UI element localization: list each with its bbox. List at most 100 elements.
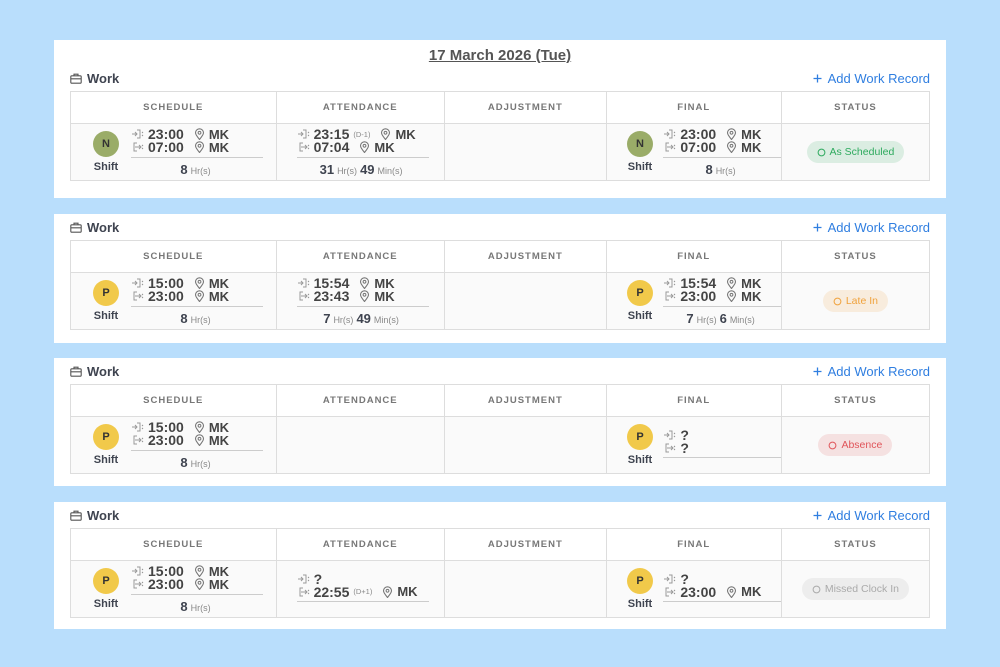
time-line: 23:00 MK [131, 576, 263, 592]
add-work-record[interactable]: Add Work Record [813, 71, 930, 86]
time-line: 23:00 MK [131, 126, 263, 142]
times: 23:15 (D-1) MK 07:04 MK 31 Hr(s) 49 Min(s) [296, 126, 429, 177]
table-cell: Absence [780, 416, 931, 474]
add-work-record[interactable]: Add Work Record [813, 220, 930, 235]
panel-header: Work Add Work Record [70, 358, 930, 384]
time-line: 23:00 MK [131, 432, 263, 448]
separator [296, 156, 429, 158]
shift-cell: N Shift 23:00 MK 07:00 MK 8 Hr(s) [71, 126, 276, 177]
column-header: STATUS [780, 384, 931, 417]
clock-icon [665, 587, 676, 596]
time: 23:00 [680, 583, 717, 600]
clock-icon [133, 435, 144, 445]
briefcase-icon [70, 510, 82, 521]
location: MK [208, 576, 230, 592]
time-line: 23:15 (D-1) MK [297, 126, 429, 142]
location: MK [741, 139, 762, 155]
shift-cell: 15:54 MK 23:43 MK 7 Hr(s) 49 Min(s) [277, 275, 444, 326]
table-cell: N Shift 23:00 MK 07:00 MK 8 Hr(s) [70, 123, 277, 181]
shift-badge: P [93, 424, 119, 450]
times: 15:00 MK 23:00 MK 8 Hr(s) [131, 419, 263, 470]
shift-label: Shift [627, 598, 653, 610]
status-icon [812, 585, 821, 593]
shift-badge: P [626, 280, 653, 306]
time: 22:55 [313, 583, 350, 600]
time: 07:04 [313, 139, 350, 155]
shift-badge: P [93, 568, 119, 594]
shift-badge: N [93, 131, 119, 157]
location: MK [208, 126, 230, 142]
clock-icon [299, 142, 309, 152]
duration-unit: Hr(s) [337, 165, 358, 176]
time-line: 23:00 MK [663, 288, 780, 304]
clock-icon [665, 443, 676, 452]
add-work-record[interactable]: Add Work Record [813, 508, 930, 523]
separator [131, 305, 263, 307]
duration: 8 Hr(s) [131, 311, 263, 326]
duration-value: 8 [180, 161, 188, 177]
work-panel: Work Add Work Record SCHEDULE ATTENDANCE ADJ… [54, 358, 946, 486]
time-line: 07:00 MK [663, 139, 780, 155]
section-name: Work [87, 70, 120, 86]
table-cell: 23:15 (D-1) MK 07:04 MK 31 Hr(s) 49 Min(s) [275, 123, 445, 181]
add-label[interactable]: Add Work Record [827, 507, 930, 523]
time: 15:00 [148, 275, 184, 291]
record-table: SCHEDULE ATTENDANCE ADJUSTMENT FINAL STATUS P… [70, 528, 931, 618]
table-body: P Shift 15:00 MK 23:00 MK 8 Hr(s) 15:54 MK 23:43 MK… [70, 272, 931, 330]
duration: 8 Hr(s) [131, 162, 263, 177]
time: ? [680, 570, 689, 587]
clock-icon [299, 587, 309, 596]
location: MK [741, 288, 762, 304]
clock-icon [132, 129, 144, 139]
duration-unit: Min(s) [377, 165, 403, 176]
panel-header: Work Add Work Record [70, 214, 930, 240]
table-cell [443, 272, 607, 330]
header-row: SCHEDULE ATTENDANCE ADJUSTMENT FINAL STATUS [70, 528, 931, 561]
work-panel: Work Add Work Record SCHEDULE ATTENDANCE ADJ… [54, 214, 946, 343]
status-pill: Absence [818, 434, 893, 456]
time-line: 15:54 MK [663, 275, 780, 291]
table-cell: P Shift 15:54 MK 23:00 MK 7 Hr(s) 6 Min(s) [605, 272, 782, 330]
time-line: 22:55 (D+1) MK [297, 583, 429, 600]
add-label[interactable]: Add Work Record [827, 70, 930, 86]
status-icon [829, 441, 837, 449]
times: 15:54 MK 23:00 MK 7 Hr(s) 6 Min(s) [663, 275, 781, 326]
location: MK [374, 288, 395, 304]
status-wrap: Late In [782, 290, 929, 312]
separator [663, 601, 781, 602]
duration: 31 Hr(s) 49 Min(s) [297, 162, 429, 177]
record-row: P Shift 15:00 MK 23:00 MK 8 Hr(s) 15:54 MK 23:43 MK… [70, 272, 931, 330]
table-cell: P Shift 15:00 MK 23:00 MK 8 Hr(s) [70, 560, 277, 618]
status-pill: As Scheduled [806, 141, 905, 163]
column-header: ADJUSTMENT [443, 91, 607, 124]
times: 15:00 MK 23:00 MK 8 Hr(s) [131, 275, 263, 326]
status-pill: Missed Clock In [801, 578, 909, 600]
location-icon [194, 141, 204, 153]
clock-icon [133, 291, 144, 301]
record-table: SCHEDULE ATTENDANCE ADJUSTMENT FINAL STATUS P… [70, 384, 931, 474]
time-line: ? [663, 440, 780, 456]
column-header: ATTENDANCE [275, 384, 445, 417]
time: ? [680, 426, 689, 443]
column-header: FINAL [605, 240, 782, 273]
clock-icon [297, 278, 309, 288]
add-work-record[interactable]: Add Work Record [813, 364, 930, 379]
column-header: ADJUSTMENT [443, 240, 607, 273]
add-label[interactable]: Add Work Record [827, 363, 930, 379]
header-row: SCHEDULE ATTENDANCE ADJUSTMENT FINAL STATUS [70, 240, 931, 273]
table-cell [443, 560, 607, 618]
header-row: SCHEDULE ATTENDANCE ADJUSTMENT FINAL STATUS [70, 91, 931, 124]
shift-badge-column: P Shift [91, 424, 121, 466]
table-cell: ? 22:55 (D+1) MK [275, 560, 445, 618]
status-icon [833, 297, 842, 305]
location: MK [395, 126, 416, 142]
column-header: FINAL [605, 384, 782, 417]
table-head: SCHEDULE ATTENDANCE ADJUSTMENT FINAL STATUS [70, 384, 931, 417]
add-label[interactable]: Add Work Record [827, 219, 930, 235]
day-tag: (D+1) [353, 587, 373, 596]
column-header: ATTENDANCE [275, 528, 445, 561]
column-header: ADJUSTMENT [443, 384, 607, 417]
duration-value: 8 [705, 161, 713, 177]
table-body: P Shift 15:00 MK 23:00 MK 8 Hr(s)? 22:55 (D+1) MK P… [70, 560, 931, 618]
location: MK [208, 563, 230, 579]
